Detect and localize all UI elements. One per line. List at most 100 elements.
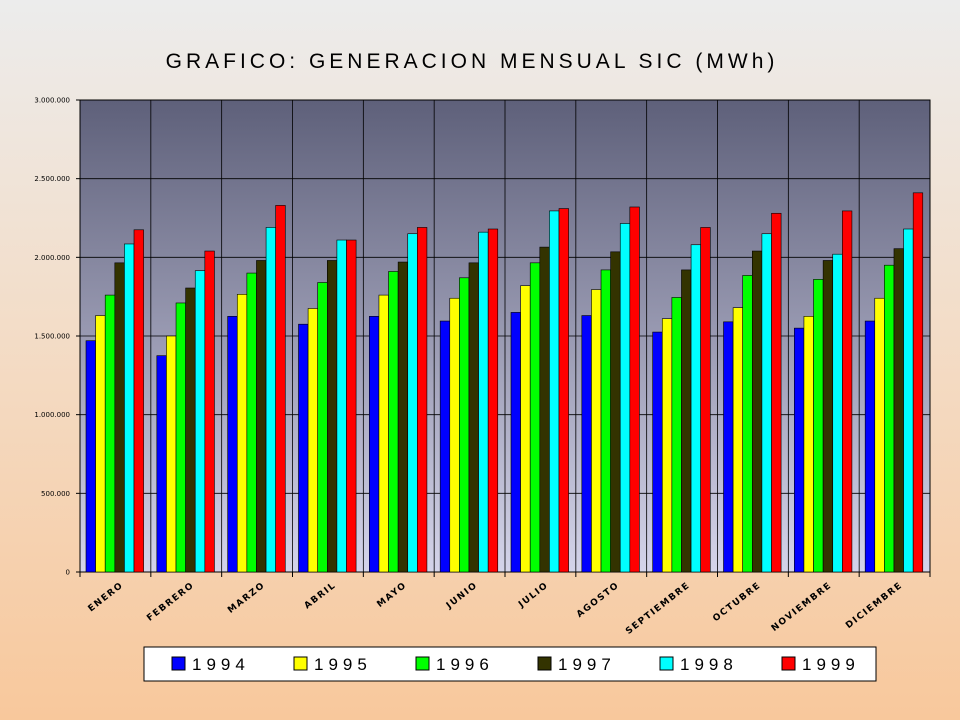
bar-1996-noviembre (813, 279, 824, 573)
bar-1997-septiembre (681, 269, 692, 573)
bar-1999-agosto (629, 206, 640, 573)
bar-1996-octubre (742, 275, 753, 573)
bar-1998-enero (124, 243, 135, 573)
bar-1996-febrero (175, 302, 186, 573)
bar-1994-mayo (369, 316, 380, 573)
bar-1994-febrero (156, 355, 167, 573)
bar-1994-diciembre (864, 320, 876, 573)
legend (143, 646, 877, 682)
x-tick-label: JUNIO (444, 580, 480, 611)
x-tick-label: AGOSTO (575, 580, 622, 619)
bar-1997-noviembre (822, 260, 834, 573)
bar-1997-abril (326, 260, 338, 573)
y-axis: 0 500.000 1.000.000 1.500.000 2.000.000 2.500… (34, 97, 80, 577)
x-tick-label: FEBRERO (145, 580, 196, 623)
legend-swatch (293, 656, 308, 671)
bar-1998-febrero (194, 270, 206, 573)
bar-1998-agosto (619, 223, 631, 573)
bar-1995-junio (449, 297, 460, 573)
gridlines (80, 100, 930, 572)
bar-1994-junio (439, 320, 451, 573)
y-tick-label: 2.000.000 (34, 254, 70, 262)
bar-1995-octubre (732, 307, 743, 573)
bar-1994-noviembre (794, 327, 805, 573)
bar-1998-mayo (407, 233, 418, 573)
bar-1995-abril (307, 308, 319, 573)
y-tick-label: 1.500.000 (34, 333, 70, 341)
bar-1997-julio (539, 246, 550, 573)
bar-1997-mayo (397, 261, 409, 573)
bar-1998-septiembre (690, 244, 701, 573)
bar-1997-junio (468, 262, 479, 573)
bar-1994-marzo (227, 316, 238, 573)
y-tick-label: 500.000 (41, 490, 70, 498)
bar-1994-octubre (723, 321, 734, 573)
bar-1995-septiembre (661, 318, 673, 573)
y-tick-label: 3.000.000 (34, 97, 70, 105)
x-axis: ENERO FEBRERO MARZO ABRIL MAYO JUNIO JULIO AGOS… (79, 572, 931, 637)
bar-1998-noviembre (832, 253, 843, 573)
bar-1997-enero (114, 262, 125, 573)
bar-1998-abril (336, 239, 347, 573)
y-tick-label: 1.000.000 (34, 411, 70, 419)
bar-1995-enero (95, 315, 106, 573)
bar-1999-febrero (204, 250, 215, 573)
legend-label: 1997 (558, 655, 616, 674)
bar-1998-junio (478, 231, 489, 573)
bar-1999-marzo (275, 205, 286, 573)
bar-1995-marzo (236, 294, 248, 573)
bar-1999-abril (346, 239, 357, 573)
bar-1995-noviembre (803, 316, 814, 573)
bar-1998-marzo (265, 227, 276, 573)
legend-swatch (415, 656, 430, 671)
bar-1998-octubre (761, 233, 772, 573)
bar-1996-diciembre (884, 264, 895, 573)
bar-1999-enero (133, 229, 144, 573)
bar-1994-agosto (581, 315, 592, 573)
x-tick-label: ABRIL (303, 580, 339, 611)
bar-1999-noviembre (842, 210, 853, 573)
bar-1996-marzo (246, 272, 257, 573)
x-tick-label: MAYO (375, 580, 409, 609)
legend-items: 1994 1995 1996 1997 1998 1999 (171, 655, 860, 674)
x-tick-label: DICIEMBRE (844, 580, 905, 631)
bar-1999-septiembre (700, 227, 711, 573)
legend-label: 1995 (314, 655, 372, 674)
legend-label: 1998 (680, 655, 738, 674)
legend-swatch (171, 656, 186, 671)
bar-1998-diciembre (903, 228, 914, 573)
bar-1999-mayo (417, 227, 428, 573)
y-tick-label: 2.500.000 (34, 175, 70, 183)
bar-1994-enero (85, 340, 96, 573)
x-tick-label: MARZO (226, 580, 267, 615)
bar-1996-septiembre (671, 297, 682, 573)
bar-1997-marzo (256, 260, 267, 573)
x-tick-label: NOVIEMBRE (770, 580, 834, 633)
bar-1995-febrero (166, 335, 177, 573)
x-tick-label: OCTUBRE (711, 580, 763, 624)
bar-1996-junio (459, 277, 470, 573)
bar-1997-febrero (185, 287, 196, 573)
bar-1997-octubre (751, 250, 763, 573)
x-tick-label: SEPTIEMBRE (624, 580, 692, 636)
bar-1995-agosto (591, 289, 602, 573)
bar-1998-julio (549, 210, 560, 573)
bar-1996-mayo (388, 271, 399, 573)
legend-swatch (781, 656, 796, 671)
legend-swatch (537, 656, 552, 671)
legend-label: 1996 (436, 655, 494, 674)
x-tick-label: ENERO (87, 580, 126, 614)
legend-label: 1999 (802, 655, 860, 674)
bar-1999-julio (558, 208, 569, 573)
bar-1995-mayo (378, 294, 389, 573)
y-tick-label: 0 (66, 569, 70, 577)
bar-1999-diciembre (912, 192, 924, 573)
bar-1995-julio (520, 285, 531, 573)
chart-title: GRAFICO: GENERACION MENSUAL SIC (MWh) (166, 50, 779, 73)
bar-1994-julio (510, 312, 521, 573)
bar-1996-agosto (600, 269, 611, 573)
bar-1999-octubre (771, 212, 782, 573)
bar-1994-abril (298, 323, 309, 573)
x-tick-label: JULIO (516, 580, 550, 610)
